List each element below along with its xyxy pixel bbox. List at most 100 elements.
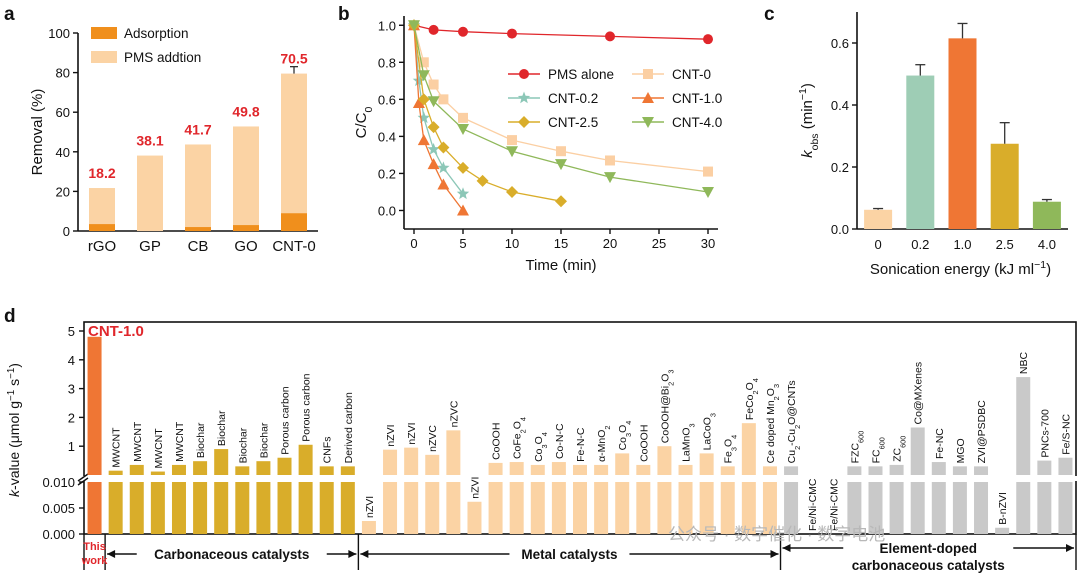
panel-d-bar-lower xyxy=(699,482,714,534)
panel-d-bar-upper xyxy=(108,470,123,475)
panel-d-bar-label: CoOOH@Bi2O3 xyxy=(659,369,675,443)
panel-c-bar xyxy=(1032,201,1061,229)
panel-d-bar-lower xyxy=(636,482,651,534)
panel-c-x-label: Sonication energy (kJ ml−1) xyxy=(870,259,1051,278)
panel-d-bar-upper xyxy=(1016,377,1031,475)
panel-c-y-tick-label: 0.0 xyxy=(831,222,849,237)
panel-b-legend-marker xyxy=(643,69,653,79)
panel-d-bar-label: LaCoO3 xyxy=(702,413,718,450)
panel-d-bar-lower xyxy=(150,482,165,534)
panel-d-bar-lower xyxy=(1016,482,1031,534)
panel-b-point xyxy=(428,24,439,35)
panel-d-bar-upper xyxy=(425,454,440,475)
panel-d-carbon-arrowhead-right xyxy=(348,550,357,558)
panel-d-bar-label: nZVI xyxy=(469,477,481,499)
panel-d-bar-label: nZVI xyxy=(364,496,376,518)
panel-a-bar-adsorption xyxy=(89,224,115,231)
panel-d-bar-lower xyxy=(277,482,292,534)
panel-b-legend-label: CNT-4.0 xyxy=(672,115,722,130)
panel-b-point xyxy=(555,195,567,208)
panel-b-point xyxy=(604,172,616,184)
panel-b-y-tick-label: 0.8 xyxy=(378,55,396,70)
panel-d-chart: 1 2 3 4 5 0.000 0.005 0.010 k-value (μmol g−1 s−… xyxy=(6,321,1080,573)
panel-d-bar-upper xyxy=(298,444,313,475)
panel-b-x-tick-label: 10 xyxy=(505,236,519,251)
panel-d-bar-label: MGO xyxy=(955,438,967,463)
panel-b-y-label: C/C0 xyxy=(353,107,375,139)
panel-d-bar-lower xyxy=(129,482,144,534)
panel-b-point xyxy=(417,134,430,146)
panel-d-bar-label: Co3O4 xyxy=(533,432,549,462)
panel-b-point xyxy=(605,155,615,166)
panel-d-bar-label: FeCo2O4 xyxy=(744,378,760,420)
panel-d-bar-lower xyxy=(256,482,271,534)
panel-d-group-label-metal: Metal catalysts xyxy=(521,547,617,562)
panel-a-bar-pms xyxy=(89,188,115,225)
panel-d-bar-upper xyxy=(488,462,503,475)
panel-d-bar-label: PNCs-700 xyxy=(1039,409,1051,458)
panel-d-bar-lower xyxy=(952,482,967,534)
panel-d-bar-label: Fe/Ni-CMC xyxy=(807,478,819,531)
panel-d-axis-break-gap xyxy=(76,476,1080,481)
panel-d-bar-upper xyxy=(636,464,651,475)
panel-d-bar-label: MWCNT xyxy=(153,428,165,469)
panel-d-bar-label: Derived carbon xyxy=(343,392,355,463)
panel-d-bar-label: Cu2-Cu2O@CNTs xyxy=(786,380,802,463)
panel-a-bar-pms xyxy=(281,73,307,214)
panel-b-legend-label: PMS alone xyxy=(548,67,614,82)
panel-d-bar-lower xyxy=(488,482,503,534)
panel-d-bar-lower xyxy=(509,482,524,534)
panel-d-bar-lower xyxy=(1037,482,1052,534)
panel-b-legend-label: CNT-0.2 xyxy=(548,91,598,106)
panel-d-bar-lower xyxy=(108,482,123,534)
panel-c-bar xyxy=(948,38,977,229)
panel-c-category-label: 0.2 xyxy=(911,237,929,252)
panel-b-point xyxy=(458,112,468,123)
panel-d-bar-label: Porous carbon xyxy=(301,373,313,441)
panel-c-y-label: kobs (min−1) xyxy=(797,83,821,158)
panel-b-chart: 0 5 10 15 20 25 30 0.0 0.2 0.4 0.6 0.8 1.0 Time (min)… xyxy=(353,16,722,274)
panel-a-category-label: CNT-0 xyxy=(272,238,315,255)
panel-d-bar-upper xyxy=(340,466,355,475)
panel-d-bar-lower xyxy=(657,482,672,534)
panel-b-point xyxy=(417,93,430,106)
panel-d-bar-lower xyxy=(784,482,799,534)
panel-b-point xyxy=(437,178,450,190)
panel-d-metal-arrowhead-left xyxy=(360,550,369,558)
panel-b-point xyxy=(427,96,440,108)
panel-b-point xyxy=(408,20,420,32)
panel-b-legend-label: CNT-2.5 xyxy=(548,115,598,130)
panel-d-bar-upper xyxy=(720,466,735,475)
panel-d-bar-label: Ce doped Mn2O3 xyxy=(765,384,781,463)
panel-a-chart: 0 20 40 60 80 100 Removal (%) 18.2 rGO 38.1 GP 41.7… xyxy=(29,26,318,255)
panel-d-bar-upper xyxy=(256,461,271,475)
panel-b-legend-marker xyxy=(518,116,530,128)
panel-c-chart: 0.0 0.2 0.4 0.6 0 0.2 1.0 2.5 4.0 Sonication ener… xyxy=(797,12,1068,278)
panel-b-legend-marker xyxy=(642,117,654,128)
panel-d-bar-lower xyxy=(467,501,482,534)
panel-b-x-tick-label: 30 xyxy=(701,236,715,251)
panel-d-y-tick-label: 0.010 xyxy=(42,475,75,490)
panel-a-category-label: CB xyxy=(188,238,209,255)
panel-d-bar-label: FC600 xyxy=(870,437,886,463)
panel-b-x-tick-label: 0 xyxy=(410,236,417,251)
panel-d-bar-upper xyxy=(383,449,398,475)
panel-a-legend-pms: PMS addtion xyxy=(124,50,201,65)
panel-d-y-tick-label: 5 xyxy=(68,324,75,339)
panel-b-point xyxy=(417,70,430,82)
panel-c-category-label: 2.5 xyxy=(996,237,1014,252)
panel-b-y-tick-label: 0.2 xyxy=(378,166,396,181)
panel-b-point xyxy=(506,185,518,198)
panel-d-bar-upper xyxy=(129,464,144,475)
panel-b-point xyxy=(458,26,468,37)
panel-d-bar-label: Fe3O4 xyxy=(723,435,739,464)
panel-d-bar-label: ZC600 xyxy=(892,436,908,462)
panel-d-group-label-this: This xyxy=(83,541,106,553)
panel-b-x-label: Time (min) xyxy=(525,257,596,274)
panel-b-point xyxy=(438,94,449,105)
panel-d-group-label-doped-2: carbonaceous catalysts xyxy=(852,558,1005,573)
panel-a-value-label: 18.2 xyxy=(88,165,115,181)
panel-letter-a: a xyxy=(4,4,15,25)
panel-b-point xyxy=(437,161,450,174)
panel-d-bar-label: CoOOH xyxy=(638,425,650,462)
